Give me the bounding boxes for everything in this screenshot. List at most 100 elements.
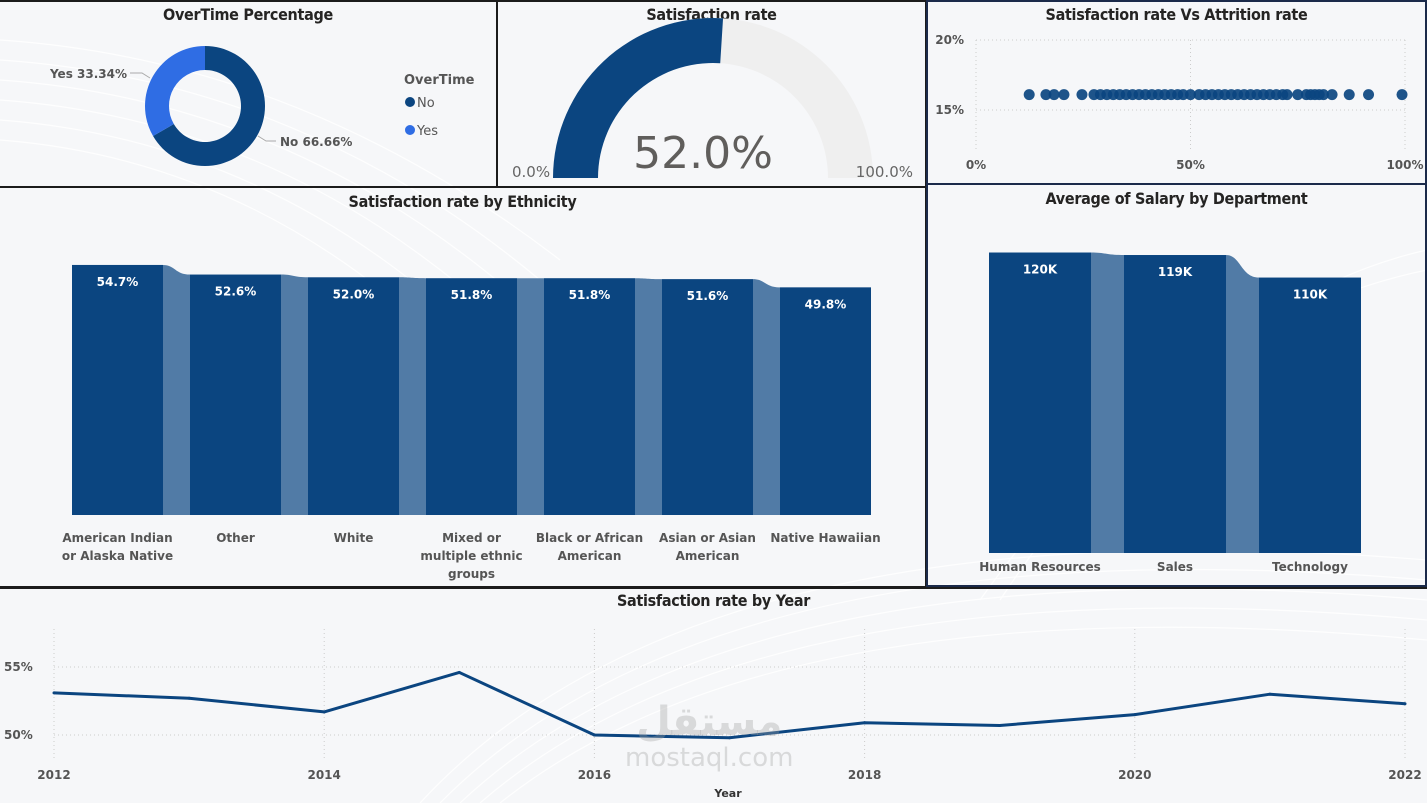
bar-data-label: 51.8%: [569, 288, 611, 302]
y-tick-20: 20%: [935, 33, 964, 47]
bar-data-label: 51.6%: [687, 289, 729, 303]
y-tick-55: 55%: [4, 660, 33, 674]
ribbon-connector: [399, 277, 426, 515]
leader-line-yes: [130, 72, 151, 79]
category-label: Sales: [1157, 560, 1193, 574]
category-label: American: [676, 549, 740, 563]
salary-bar-chart: 120K Human Resources 119K Sales 110K Technolo…: [979, 252, 1361, 574]
data-label-yes: Yes 33.34%: [49, 67, 127, 81]
donut-slice-yes: [145, 46, 205, 137]
x-tick-2016: 2016: [578, 768, 611, 782]
bar: [190, 274, 281, 515]
gauge-panel: Satisfaction rate 52.0% 0.0% 100.0%: [496, 0, 927, 188]
category-label: Human Resources: [979, 560, 1101, 574]
bar-data-label: 119K: [1158, 265, 1193, 279]
legend-dot-no: [405, 97, 415, 107]
line-point: [1133, 713, 1137, 717]
scatter-point: [1185, 89, 1196, 101]
bar-data-label: 54.7%: [97, 275, 139, 289]
scatter-point: [1317, 89, 1329, 101]
y-tick-50: 50%: [4, 728, 33, 742]
donut-slice-no: [153, 46, 265, 167]
gauge-min-label: 0.0%: [512, 163, 550, 181]
category-label: Technology: [1272, 560, 1348, 574]
ethnicity-title: Satisfaction rate by Ethnicity: [348, 192, 577, 211]
x-tick-0: 0%: [966, 158, 986, 172]
line-point: [863, 721, 867, 725]
line-point: [728, 736, 731, 740]
data-label-no: No 66.66%: [280, 135, 352, 149]
scatter-point: [1343, 89, 1355, 101]
bar: [1124, 255, 1226, 553]
gauge-title: Satisfaction rate: [646, 5, 777, 24]
bar: [780, 287, 871, 515]
x-tick-2018: 2018: [848, 768, 881, 782]
gauge-fill: [553, 17, 724, 178]
ribbon-connector: [281, 274, 308, 515]
bar: [72, 264, 163, 515]
ethnicity-bar-chart: 54.7% American Indian or Alaska Native 52.6…: [62, 264, 881, 581]
category-label: White: [334, 531, 374, 545]
x-tick-50: 50%: [1176, 158, 1205, 172]
satisfaction-gauge: 52.0% 0.0% 100.0%: [512, 17, 913, 181]
ribbon-connector: [1226, 255, 1259, 553]
x-tick-100: 100%: [1386, 158, 1423, 172]
salary-panel: Average of Salary by Department 120K Huma…: [926, 183, 1427, 587]
line-point: [592, 733, 596, 737]
scatter-point: [1326, 89, 1338, 101]
legend-label-no: No: [417, 96, 435, 111]
bar: [1259, 277, 1361, 553]
ribbon-connector: [1091, 252, 1124, 553]
line-point: [1268, 692, 1272, 696]
scatter-point: [1281, 89, 1293, 101]
category-label: multiple ethnic: [420, 549, 522, 563]
scatter-point: [1363, 89, 1375, 101]
gauge-value: 52.0%: [633, 128, 773, 179]
overtime-title: OverTime Percentage: [163, 5, 333, 24]
bar-data-label: 110K: [1293, 288, 1328, 302]
scatter-title: Satisfaction rate Vs Attrition rate: [1045, 5, 1308, 24]
ribbon-connector: [517, 278, 544, 515]
overtime-panel: OverTime Percentage No 66.66% Yes 33.34% O…: [0, 0, 498, 188]
scatter-panel: Satisfaction rate Vs Attrition rate 15% 2…: [926, 0, 1427, 185]
scatter-point: [1040, 89, 1052, 101]
category-label: groups: [448, 567, 495, 581]
scatter-point: [1058, 89, 1070, 101]
ethnicity-panel: Satisfaction rate by Ethnicity 54.7% Amer…: [0, 186, 927, 588]
bar-data-label: 51.8%: [451, 288, 493, 302]
legend-title: OverTime: [404, 73, 475, 88]
line-point: [1403, 702, 1407, 706]
yearly-panel: Satisfaction rate by Year 50% 55% 2012 2014…: [0, 587, 1427, 803]
bar: [308, 277, 399, 515]
category-label: Asian or Asian: [659, 531, 756, 545]
line-point: [998, 723, 1002, 727]
line-point: [52, 691, 56, 695]
category-label: American Indian: [62, 531, 172, 545]
line-point: [457, 670, 461, 674]
category-label: Other: [216, 531, 255, 545]
scatter-point: [1292, 89, 1304, 101]
scatter-point: [1396, 89, 1408, 101]
bar-data-label: 120K: [1023, 263, 1058, 277]
legend-dot-yes: [405, 125, 415, 135]
ribbon-connector: [753, 279, 780, 515]
series-line: [53, 670, 1406, 740]
bar: [426, 278, 517, 515]
salary-title: Average of Salary by Department: [1045, 189, 1308, 208]
category-label: Mixed or: [442, 531, 501, 545]
scatter-point: [1023, 89, 1035, 101]
line-point: [187, 696, 191, 700]
x-tick-2022: 2022: [1388, 768, 1421, 782]
ribbon-connector: [635, 278, 662, 515]
scatter-chart: 15% 20% 0% 50% 100%: [935, 33, 1423, 172]
x-axis-title: Year: [713, 787, 742, 800]
yearly-line-chart: 50% 55% 2012 2014 2016 2018 2020 2022 Year: [4, 629, 1422, 800]
legend-label-yes: Yes: [416, 124, 438, 139]
gauge-max-label: 100.0%: [856, 163, 913, 181]
category-label: or Alaska Native: [62, 549, 173, 563]
line-point: [322, 710, 326, 714]
category-label: Black or African: [536, 531, 643, 545]
bar-data-label: 52.0%: [333, 287, 375, 301]
category-label: American: [558, 549, 622, 563]
bar: [544, 278, 635, 515]
